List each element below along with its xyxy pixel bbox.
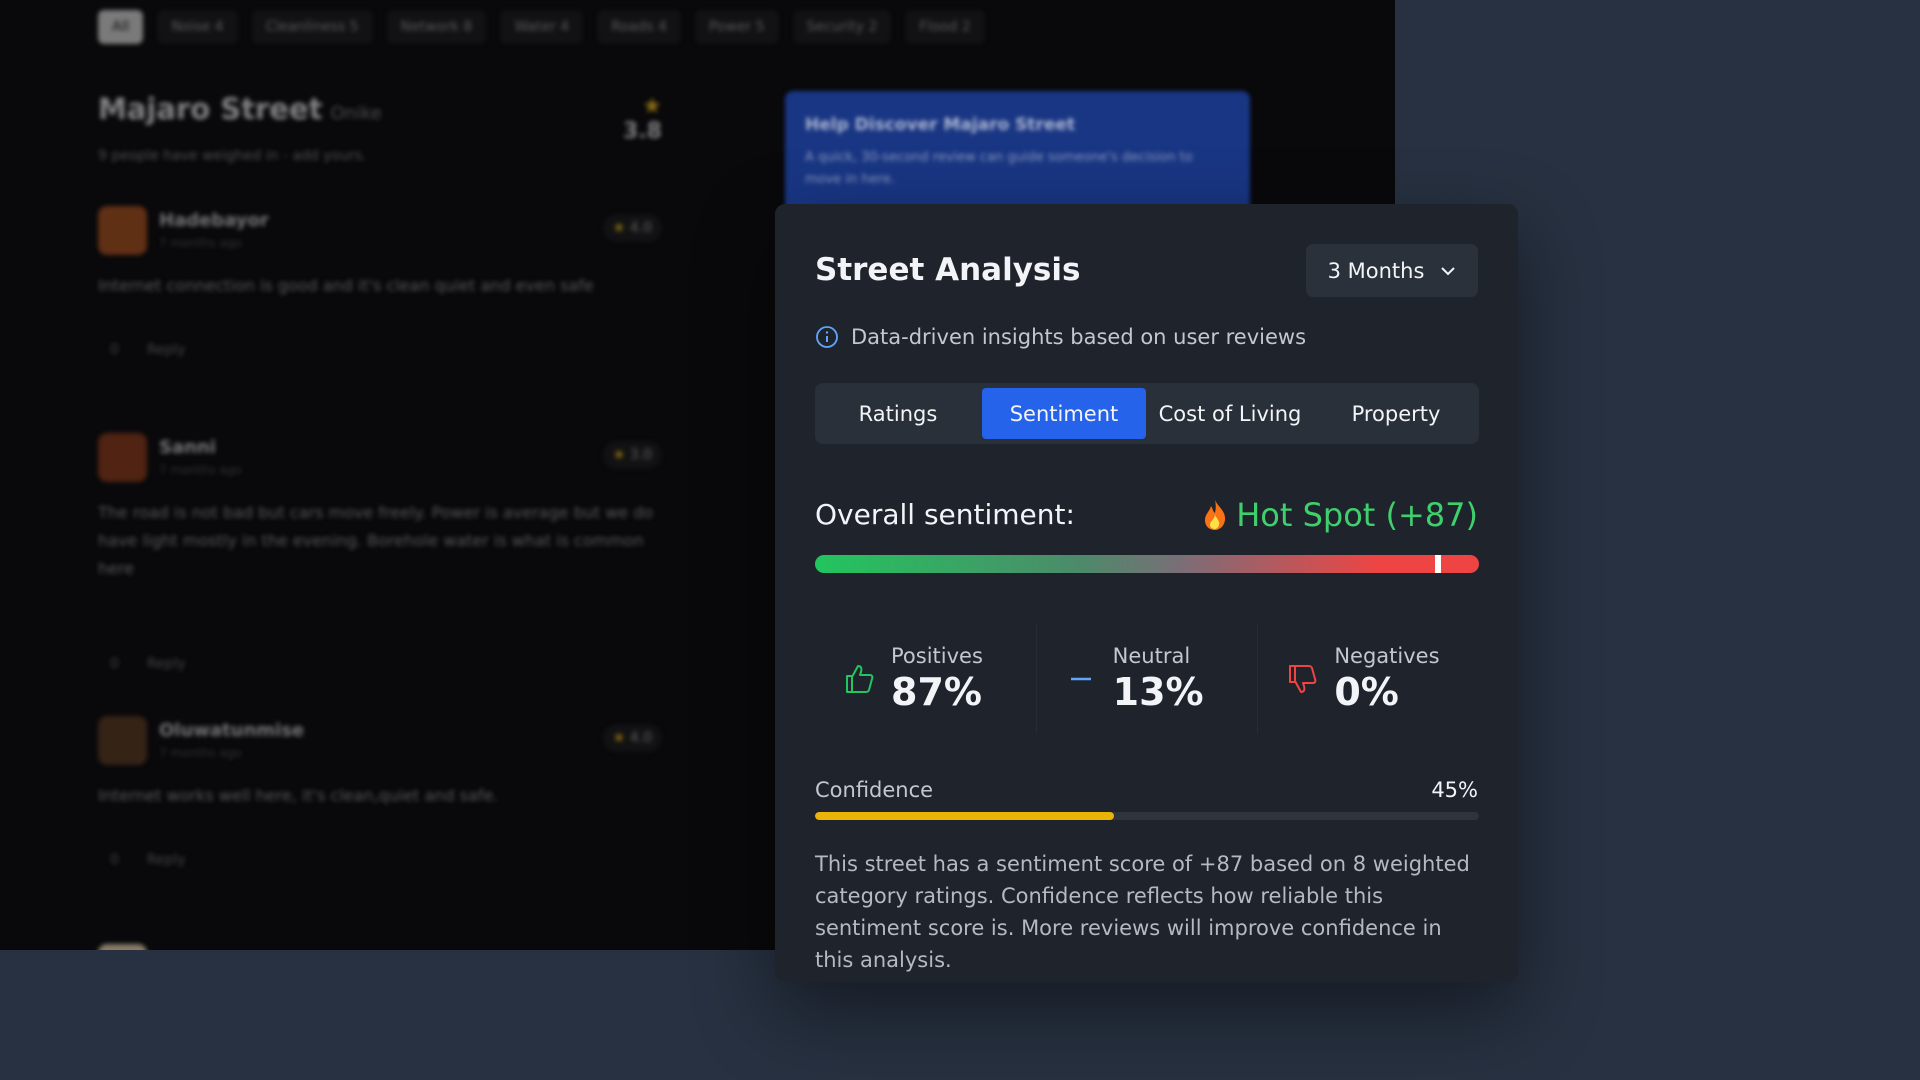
filter-chip[interactable]: Noise 4: [157, 10, 238, 44]
street-area: Onike: [330, 103, 382, 124]
filter-chip[interactable]: Flood 2: [905, 10, 985, 44]
reply-button[interactable]: Reply: [146, 852, 186, 868]
filter-chip[interactable]: Security 2: [792, 10, 892, 44]
filter-chip[interactable]: Power 5: [694, 10, 779, 44]
reply-button[interactable]: Reply: [146, 342, 186, 358]
promo-title: Help Discover Majaro Street: [805, 115, 1076, 135]
review-time: 7 months ago: [159, 463, 242, 477]
review-actions: 0 Reply: [110, 656, 186, 672]
tab-bar: Ratings Sentiment Cost of Living Property: [815, 383, 1479, 444]
tab[interactable]: Cost of Living: [1158, 401, 1302, 426]
confidence-label: Confidence: [815, 778, 934, 802]
stat-text: Positives 87%: [891, 644, 983, 714]
stat-text: Negatives 0%: [1334, 644, 1439, 714]
background-content: All Noise 4 Cleanliness 5 Network 8 Water 4 R…: [0, 0, 1395, 950]
review-rating: 4.0: [602, 214, 662, 242]
stat-label: Positives: [891, 644, 983, 668]
sentiment-verdict: Hot Spot (+87): [1202, 496, 1478, 534]
street-summary: 9 people have weighed in - add yours.: [98, 148, 367, 164]
filter-chip[interactable]: Roads 4: [597, 10, 681, 44]
confidence-value: 45%: [1431, 778, 1478, 802]
tab[interactable]: Property: [1351, 401, 1441, 426]
verdict-text: Hot Spot (+87): [1236, 496, 1478, 534]
info-line: Data-driven insights based on user revie…: [815, 325, 1306, 349]
stat-text: Neutral 13%: [1113, 644, 1204, 714]
filter-chip[interactable]: Cleanliness 5: [251, 10, 373, 44]
review-time: 7 months ago: [159, 746, 242, 760]
review-author: Sanni: [159, 437, 216, 458]
avatar: [98, 206, 147, 255]
period-label: 3 Months: [1327, 258, 1425, 283]
info-icon: [816, 326, 838, 348]
filter-chip[interactable]: All: [98, 10, 144, 44]
avatar: [98, 944, 147, 950]
thumbs-up-icon: [846, 665, 874, 693]
stat-value: 13%: [1112, 670, 1204, 714]
review-author: Oluwatunmise: [159, 720, 305, 741]
neutral-icon: [1070, 677, 1091, 681]
review-actions: 0 Reply: [110, 342, 186, 358]
tab[interactable]: Sentiment: [982, 388, 1146, 439]
vote-count: 0: [110, 852, 119, 868]
confidence-fill: [815, 812, 1114, 820]
sentiment-gradient-bar: [815, 555, 1479, 573]
review-text: Internet connection is good and it's cle…: [98, 276, 594, 295]
street-heading: Majaro Street Onike: [98, 92, 382, 126]
vote-count: 0: [110, 342, 119, 358]
confidence-track: [815, 812, 1479, 820]
review-time: 7 months ago: [159, 236, 242, 250]
filter-chip[interactable]: Network 8: [386, 10, 487, 44]
stat-value: 0%: [1334, 670, 1399, 714]
reply-button[interactable]: Reply: [146, 656, 186, 672]
filter-chip[interactable]: Water 4: [500, 10, 584, 44]
sentiment-marker: [1435, 555, 1441, 573]
review-rating: 3.0: [602, 441, 662, 469]
chevron-icon: [1441, 266, 1456, 275]
review-actions: 0 Reply: [110, 852, 186, 868]
stat: Negatives 0%: [1258, 624, 1479, 734]
stat: Positives 87%: [815, 624, 1037, 734]
panel-title: Street Analysis: [815, 252, 1081, 288]
street-name: Majaro Street: [98, 92, 323, 126]
description: This street has a sentiment score of +87…: [815, 852, 1470, 972]
stat-label: Negatives: [1334, 644, 1440, 668]
stat-value: 87%: [891, 670, 982, 714]
avatar: [98, 716, 147, 765]
stats-row: Positives 87% Neutral 13% Negatives 0%: [815, 624, 1479, 734]
street-rating: 3.8: [600, 94, 662, 144]
vote-count: 0: [110, 656, 119, 672]
tab[interactable]: Ratings: [858, 401, 938, 426]
period-dropdown[interactable]: 3 Months: [1306, 244, 1478, 297]
thumbs-down-icon: [1289, 665, 1317, 693]
stat: Neutral 13%: [1037, 624, 1259, 734]
flame-icon: [1205, 500, 1226, 530]
info-text: Data-driven insights based on user revie…: [851, 325, 1307, 349]
stat-label: Neutral: [1112, 644, 1191, 668]
promo-text: A quick, 30-second review can guide some…: [805, 150, 1193, 187]
review-author: Hadebayor: [159, 210, 269, 231]
review-text: Internet works well here, it's clean,qui…: [98, 786, 499, 805]
review-rating: 4.0: [602, 724, 662, 752]
review-text: The road is not bad but cars move freely…: [98, 503, 654, 578]
sentiment-label: Overall sentiment:: [815, 498, 1075, 531]
avatar: [98, 433, 147, 482]
filter-bar: All Noise 4 Cleanliness 5 Network 8 Water 4 R…: [98, 10, 985, 44]
analysis-panel: Street Analysis 3 Months Data-driven ins…: [775, 204, 1518, 982]
